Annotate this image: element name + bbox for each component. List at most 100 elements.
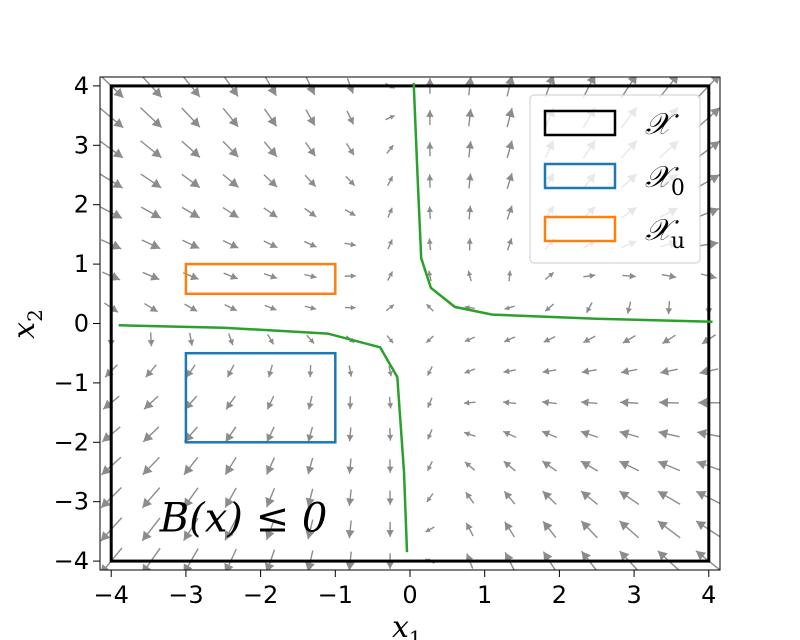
field-arrow bbox=[267, 364, 274, 378]
field-arrow bbox=[226, 364, 235, 378]
field-arrow bbox=[506, 205, 514, 220]
field-arrow bbox=[387, 365, 393, 377]
field-arrow bbox=[222, 173, 239, 188]
field-arrow bbox=[505, 172, 514, 189]
x-tick-label: −4 bbox=[94, 581, 129, 609]
field-arrow bbox=[181, 173, 201, 189]
field-arrow bbox=[504, 305, 515, 311]
field-arrow bbox=[265, 488, 276, 508]
field-arrow bbox=[264, 304, 277, 311]
field-arrow bbox=[583, 272, 596, 279]
x-tick-label: 3 bbox=[626, 581, 641, 609]
field-arrow bbox=[582, 335, 596, 344]
field-arrow bbox=[307, 364, 314, 378]
field-arrow bbox=[622, 335, 636, 344]
x-tick-label: 2 bbox=[552, 581, 567, 609]
field-arrow bbox=[225, 395, 236, 410]
field-arrow bbox=[304, 305, 317, 311]
field-arrow bbox=[427, 397, 433, 408]
field-arrow bbox=[143, 395, 159, 410]
field-arrow bbox=[181, 140, 201, 158]
field-arrow bbox=[426, 460, 433, 472]
field-arrow bbox=[542, 490, 557, 505]
field-arrow bbox=[658, 429, 680, 439]
field-arrow bbox=[386, 490, 394, 505]
boundary-curve-2 bbox=[118, 324, 409, 553]
field-arrow bbox=[184, 303, 198, 312]
field-arrow bbox=[387, 175, 394, 186]
field-arrow bbox=[657, 460, 681, 472]
field-arrow bbox=[467, 270, 473, 282]
field-arrow bbox=[144, 302, 158, 313]
field-arrow bbox=[346, 110, 355, 125]
field-arrow bbox=[502, 430, 517, 438]
field-arrow bbox=[266, 395, 275, 410]
field-arrow bbox=[263, 108, 278, 127]
x-axis-label: x1 bbox=[392, 610, 422, 640]
field-arrow bbox=[140, 173, 162, 189]
field-arrow bbox=[346, 489, 355, 507]
field-arrow bbox=[265, 457, 276, 475]
field-arrow bbox=[386, 335, 394, 344]
field-arrow bbox=[505, 107, 515, 128]
y-axis-label-subscript: 2 bbox=[23, 309, 47, 322]
barrier-boundary-curves bbox=[118, 82, 713, 553]
field-arrow bbox=[503, 460, 516, 472]
legend-label-unsafe-set-sub: u bbox=[671, 229, 685, 254]
field-arrow bbox=[425, 335, 434, 344]
field-arrow bbox=[305, 519, 315, 540]
field-arrow bbox=[347, 365, 354, 377]
field-arrow bbox=[345, 175, 356, 187]
field-arrow bbox=[464, 399, 476, 406]
barrier-annotation: B(x) ≤ 0 bbox=[159, 495, 328, 541]
y-tick-label: −4 bbox=[54, 547, 89, 575]
y-tick-label: 3 bbox=[74, 131, 89, 159]
field-arrow bbox=[427, 270, 433, 282]
field-arrow bbox=[142, 271, 160, 281]
x-tick-label: 0 bbox=[402, 581, 417, 609]
field-arrow bbox=[580, 520, 598, 539]
field-arrow bbox=[466, 205, 474, 220]
field-arrow bbox=[347, 396, 354, 410]
regions bbox=[109, 84, 711, 563]
field-arrow bbox=[543, 335, 556, 343]
field-arrow bbox=[306, 395, 314, 410]
field-arrow bbox=[661, 272, 677, 280]
field-arrow bbox=[542, 367, 557, 375]
field-arrow bbox=[660, 366, 678, 376]
field-arrow bbox=[263, 240, 278, 249]
field-arrow bbox=[387, 207, 393, 218]
field-arrow bbox=[345, 143, 355, 156]
field-arrow bbox=[426, 174, 434, 188]
field-arrow bbox=[266, 426, 275, 443]
field-arrow bbox=[387, 396, 393, 409]
field-arrow bbox=[224, 304, 238, 312]
field-arrow bbox=[224, 457, 237, 476]
x-axis-label-base: x bbox=[392, 610, 409, 640]
field-arrow bbox=[463, 431, 476, 437]
field-arrow bbox=[344, 241, 357, 248]
field-arrow bbox=[657, 490, 681, 505]
y-tick-label: −2 bbox=[54, 428, 89, 456]
field-arrow bbox=[305, 488, 315, 507]
field-arrow bbox=[306, 334, 315, 344]
y-tick-label: 4 bbox=[74, 72, 89, 100]
field-arrow bbox=[466, 173, 474, 189]
legend-swatch-domain bbox=[543, 109, 617, 137]
field-arrow bbox=[181, 107, 201, 128]
field-arrow bbox=[581, 398, 598, 407]
field-arrow bbox=[222, 206, 239, 219]
field-arrow bbox=[141, 239, 161, 250]
field-arrow bbox=[620, 398, 639, 408]
field-arrow bbox=[182, 239, 200, 249]
field-arrow bbox=[142, 426, 160, 443]
field-arrow bbox=[222, 107, 239, 128]
field-arrow bbox=[426, 493, 434, 503]
field-arrow bbox=[619, 460, 640, 472]
boundary-curve-1 bbox=[412, 82, 713, 323]
field-arrow bbox=[346, 427, 354, 442]
field-arrow bbox=[387, 239, 393, 250]
field-arrow bbox=[465, 491, 475, 504]
field-arrow bbox=[181, 206, 201, 219]
field-arrow bbox=[504, 521, 515, 538]
